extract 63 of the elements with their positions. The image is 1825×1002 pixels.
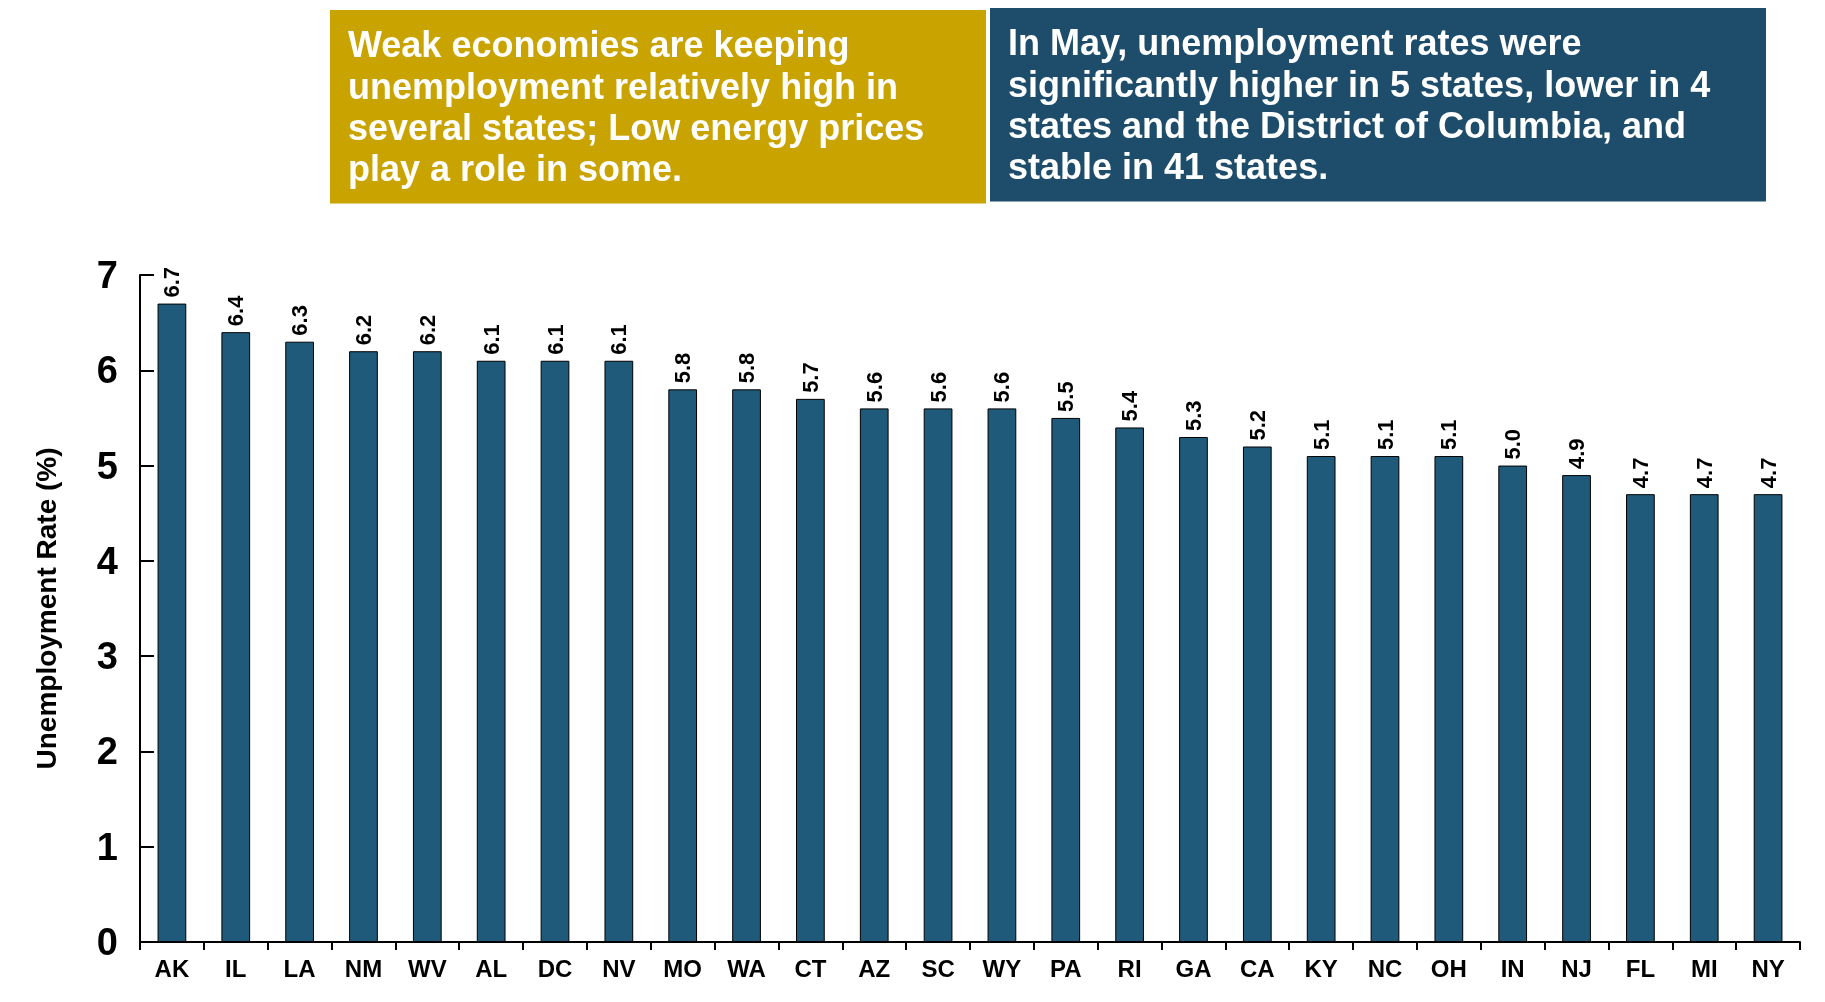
x-tick-label: KY xyxy=(1304,954,1338,982)
x-tick-label: AK xyxy=(154,954,190,982)
y-tick-label: 6 xyxy=(96,349,118,392)
data-label: 6.1 xyxy=(542,324,568,355)
data-label: 5.8 xyxy=(670,352,696,384)
y-tick-label: 3 xyxy=(96,635,118,678)
x-tick-label: NM xyxy=(344,954,383,982)
x-tick-label: CT xyxy=(794,954,827,982)
data-label: 5.1 xyxy=(1436,419,1462,451)
data-label: 6.1 xyxy=(606,324,632,355)
data-label: 5.5 xyxy=(1053,381,1079,412)
y-tick-label: 2 xyxy=(96,730,118,773)
x-tick-label: IN xyxy=(1500,954,1525,982)
x-tick-label: NY xyxy=(1751,954,1785,982)
x-tick-label: PA xyxy=(1049,954,1082,982)
x-tick-label: MO xyxy=(663,954,703,982)
x-tick-label: MI xyxy=(1690,954,1718,982)
data-label: 4.7 xyxy=(1627,457,1653,489)
data-label: 6.3 xyxy=(287,305,313,336)
x-tick-label: RI xyxy=(1117,954,1142,982)
x-tick-label: WY xyxy=(982,954,1022,982)
x-tick-label: NC xyxy=(1367,954,1403,982)
text: In May, unemployment rates were significantly higher in 5 states, lower in 4 states and the District of Columbia, and stable in 41 states. xyxy=(1008,22,1721,188)
data-label: 5.1 xyxy=(1372,419,1398,451)
data-label: 5.6 xyxy=(925,371,951,403)
data-label: 6.7 xyxy=(159,266,185,298)
x-tick-label: NV xyxy=(602,954,636,982)
data-label: 5.4 xyxy=(1117,390,1143,422)
data-label: 6.4 xyxy=(223,294,249,327)
x-tick-label: GA xyxy=(1175,954,1212,982)
x-tick-label: OH xyxy=(1430,954,1467,982)
data-label: 6.2 xyxy=(414,314,440,346)
data-label: 5.1 xyxy=(1308,419,1334,451)
data-label: 5.3 xyxy=(1180,400,1206,431)
x-tick-label: FL xyxy=(1625,954,1656,982)
data-label: 5.6 xyxy=(989,371,1015,403)
data-label: 6.2 xyxy=(350,314,376,346)
data-label: 4.9 xyxy=(1564,438,1590,470)
data-label: 4.7 xyxy=(1755,457,1781,489)
y-axis-title: Unemployment Rate (%) xyxy=(30,447,62,770)
x-tick-label: AZ xyxy=(858,954,891,982)
data-label: 5.7 xyxy=(797,362,823,393)
data-label: 5.8 xyxy=(734,352,760,384)
data-label: 6.1 xyxy=(478,324,504,355)
data-label: 5.6 xyxy=(861,371,887,403)
y-tick-label: 1 xyxy=(96,825,118,868)
x-tick-label: SC xyxy=(921,954,955,982)
data-label: 4.7 xyxy=(1691,457,1717,489)
y-tick-label: 4 xyxy=(96,539,118,582)
text: Weak economies are keeping unemployment relatively high in several states; Low energy prices play a role in some. xyxy=(348,24,935,190)
x-tick-label: LA xyxy=(283,954,316,982)
x-tick-label: NJ xyxy=(1561,954,1592,982)
x-tick-label: CA xyxy=(1239,954,1275,982)
data-label: 5.2 xyxy=(1244,409,1270,441)
x-tick-label: AL xyxy=(475,954,508,982)
y-tick-label: 7 xyxy=(96,254,118,296)
x-tick-label: WA xyxy=(727,954,766,982)
data-label: 5.0 xyxy=(1500,428,1526,460)
x-tick-label: IL xyxy=(225,954,247,982)
x-tick-label: WV xyxy=(407,954,447,982)
y-tick-label: 5 xyxy=(96,444,118,487)
y-tick-label: 0 xyxy=(96,921,118,963)
x-tick-label: DC xyxy=(537,954,573,982)
